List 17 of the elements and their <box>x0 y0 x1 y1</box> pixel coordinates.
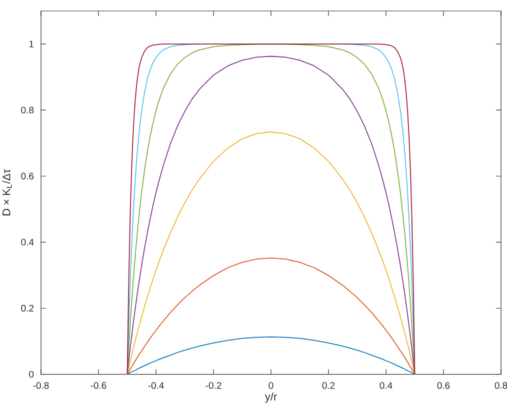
y-tick-label: 0.8 <box>21 106 34 114</box>
y-tick-label: 0.4 <box>21 238 34 246</box>
x-tick-label: 0.6 <box>437 382 450 389</box>
y-tick-label: 0.2 <box>21 304 34 312</box>
y-tick-label: 1 <box>29 40 34 48</box>
x-tick-label: 0.4 <box>380 382 392 389</box>
x-tick-label: -0.2 <box>206 382 222 389</box>
y-tick-label: 0.6 <box>21 172 34 180</box>
x-tick-label: 0.8 <box>494 382 507 389</box>
x-tick-label: 0.2 <box>322 382 335 389</box>
y-tick-label: 0 <box>29 370 34 378</box>
x-tick-label: -0.6 <box>90 382 106 389</box>
y-axis-title: D × K$_{L}$/Δτ <box>2 169 12 216</box>
x-axis-title: y/r <box>264 392 277 403</box>
x-tick-label: -0.8 <box>33 382 49 389</box>
x-tick-label: 0 <box>268 382 274 389</box>
x-tick-label: -0.4 <box>148 382 164 389</box>
